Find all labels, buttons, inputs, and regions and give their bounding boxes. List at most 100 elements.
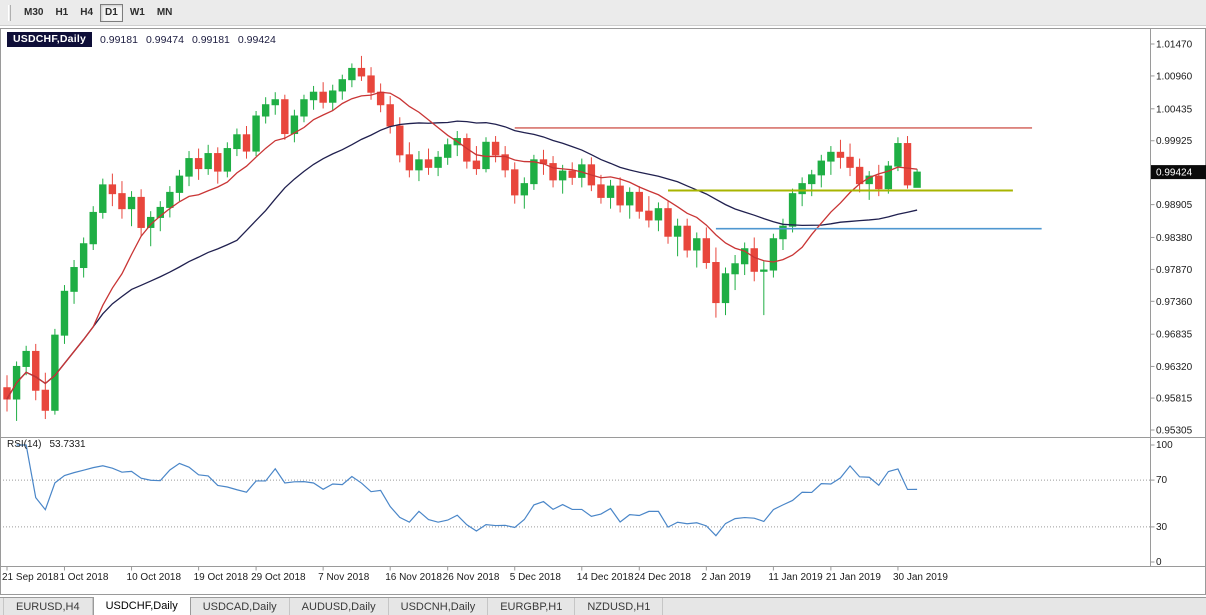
candle-body [693, 238, 701, 251]
rsi-indicator-label: RSI(14) 53.7331 [7, 439, 86, 450]
tab-audusd-daily[interactable]: AUDUSD,Daily [290, 598, 389, 615]
candle-body [166, 191, 174, 208]
price-tick-label: 1.01470 [1156, 40, 1193, 51]
candle-body [137, 196, 145, 228]
candle-body [79, 243, 88, 269]
candle-body [597, 184, 605, 198]
date-tick-label: 1 Oct 2018 [59, 572, 108, 583]
price-tick-label: 1.00435 [1156, 104, 1193, 115]
tab-eurusd-h4[interactable]: EURUSD,H4 [3, 598, 93, 615]
candle-body [511, 169, 519, 196]
candle-body [300, 99, 308, 117]
price-tick-label: 0.97870 [1156, 265, 1193, 276]
chart-window[interactable]: 1.01470 1.00960 1.00435 0.99925 0.98905 0.983… [0, 26, 1206, 597]
price-tick-label: 0.98905 [1156, 200, 1193, 211]
close-value: 0.99424 [237, 33, 276, 46]
candle-body [827, 151, 835, 162]
candle-body [51, 334, 59, 411]
price-tick-label: 0.96835 [1156, 330, 1193, 341]
tab-eurgbp-h1[interactable]: EURGBP,H1 [488, 598, 576, 615]
moving-averages-layer [6, 91, 918, 400]
date-tick-label: 21 Jan 2019 [826, 572, 881, 583]
candle-body [376, 91, 385, 106]
candle-body [271, 99, 279, 106]
price-chart-canvas[interactable]: 1.01470 1.00960 1.00435 0.99925 0.98905 0.983… [0, 26, 1206, 597]
price-tick-label: 0.95815 [1156, 394, 1193, 405]
candle-body [434, 156, 442, 168]
candle-body [32, 350, 40, 391]
candle-body [520, 183, 529, 196]
timeframe-button-w1[interactable]: W1 [125, 4, 150, 22]
timeframe-button-mn[interactable]: MN [152, 4, 178, 22]
candle-body [70, 267, 78, 292]
tab-usdcad-daily[interactable]: USDCAD,Daily [191, 598, 290, 615]
tab-usdcnh-daily[interactable]: USDCNH,Daily [389, 598, 489, 615]
candle-body [127, 196, 136, 210]
rsi-name: RSI(14) [7, 439, 42, 450]
date-axis[interactable]: 21 Sep 2018 1 Oct 2018 10 Oct 2018 19 Oct 2… [2, 566, 948, 584]
candle-body [501, 154, 509, 171]
candle-body [491, 141, 500, 156]
price-tick-label: 0.95305 [1156, 426, 1193, 437]
candle-body [194, 158, 203, 170]
date-tick-label: 11 Jan 2019 [768, 572, 823, 583]
rsi-line [16, 444, 918, 537]
candle-body [731, 263, 739, 275]
candle-body [319, 91, 327, 103]
candle-body [712, 262, 720, 304]
timeframe-button-m30[interactable]: M30 [19, 4, 48, 22]
candle-body [616, 185, 624, 206]
candle-body [702, 238, 711, 264]
chart-header: USDCHF,Daily 0.99181 0.99474 0.99181 0.9… [7, 32, 276, 47]
timeframe-button-d1[interactable]: D1 [100, 3, 123, 22]
toolbar-grip[interactable] [8, 4, 11, 21]
date-tick-label: 19 Oct 2018 [194, 572, 249, 583]
date-tick-label: 21 Sep 2018 [2, 572, 59, 583]
candle-body [261, 104, 270, 117]
date-tick-label: 2 Jan 2019 [701, 572, 751, 583]
candle-body [769, 238, 778, 271]
candle-body [175, 175, 184, 193]
price-axis[interactable]: 1.01470 1.00960 1.00435 0.99925 0.98905 0.983… [1150, 40, 1206, 437]
rsi-scale-label: 100 [1156, 440, 1173, 451]
candle-body [760, 269, 768, 272]
timeframe-toolbar: M30 H1 H4 D1 W1 MN [0, 0, 1206, 26]
candle-body [357, 67, 366, 77]
tab-usdchf-daily[interactable]: USDCHF,Daily [92, 597, 191, 615]
date-tick-label: 10 Oct 2018 [127, 572, 182, 583]
candle-body [415, 159, 423, 171]
candle-body [654, 208, 663, 221]
ma-fast-line [6, 91, 918, 400]
candle-body [913, 171, 921, 188]
chart-tabs-bar: EURUSD,H4 USDCHF,Daily USDCAD,Daily AUDU… [0, 597, 1206, 615]
candle-body [808, 174, 816, 185]
candle-body [281, 99, 289, 135]
candle-body [750, 248, 758, 272]
high-value: 0.99474 [145, 33, 184, 46]
candle-body [338, 79, 347, 92]
candle-body [309, 91, 318, 101]
candle-body [405, 154, 414, 171]
date-tick-label: 26 Nov 2018 [443, 572, 500, 583]
candle-body [424, 159, 433, 168]
candle-body [645, 210, 653, 221]
candle-body [558, 170, 567, 181]
candle-body [233, 134, 241, 150]
candle-body [664, 208, 672, 237]
candles-layer [3, 55, 921, 421]
date-tick-label: 24 Dec 2018 [634, 572, 691, 583]
open-value: 0.99181 [100, 33, 138, 46]
rsi-value: 53.7331 [49, 439, 86, 450]
rsi-scale-label: 0 [1156, 557, 1162, 568]
tab-nzdusd-h1[interactable]: NZDUSD,H1 [575, 598, 664, 615]
candle-body [204, 153, 212, 170]
rsi-pane: 100 70 30 0 [0, 440, 1173, 568]
candle-body [549, 163, 557, 181]
date-tick-label: 14 Dec 2018 [577, 572, 634, 583]
candle-body [242, 134, 251, 152]
timeframe-button-h1[interactable]: H1 [50, 4, 73, 22]
price-tick-label: 0.99925 [1156, 136, 1193, 147]
candle-body [836, 151, 845, 158]
timeframe-button-h4[interactable]: H4 [75, 4, 98, 22]
candle-body [156, 206, 164, 218]
